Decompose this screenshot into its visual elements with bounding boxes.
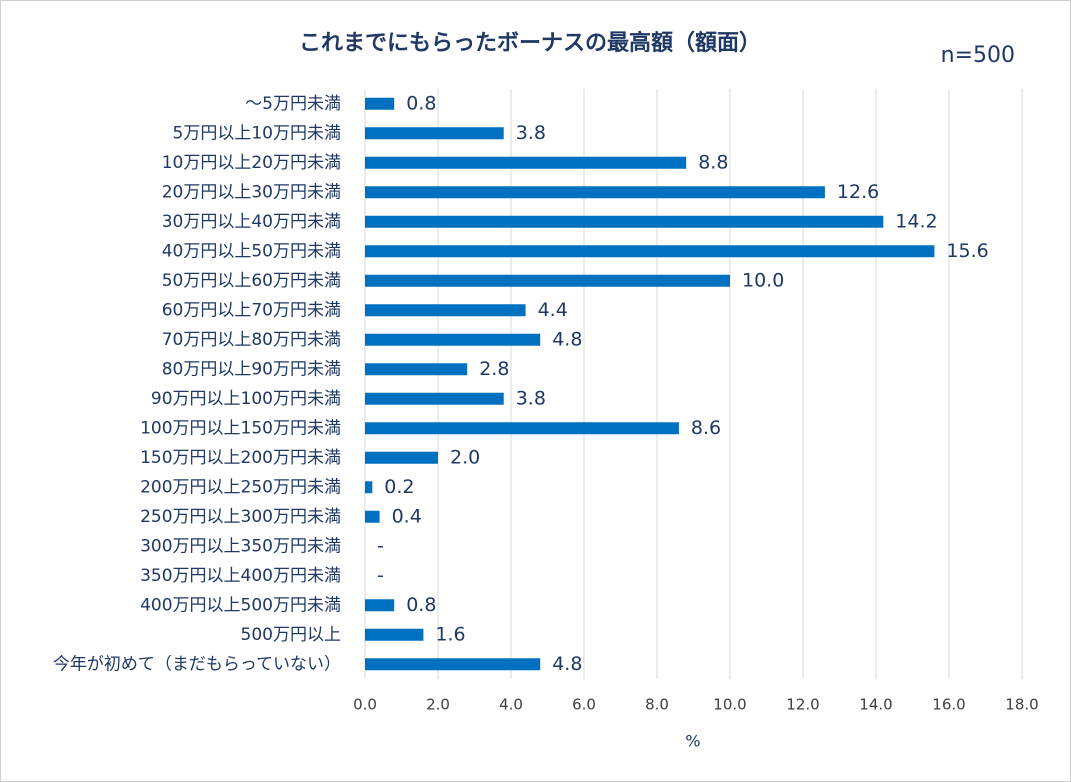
y-tick-label: ～5万円未満 <box>245 94 341 114</box>
bar <box>365 186 825 199</box>
bar <box>365 156 687 169</box>
bar <box>365 599 395 612</box>
value-label: - <box>377 564 384 586</box>
x-tick-label: 2.0 <box>426 696 450 714</box>
y-tick-label: 250万円以上300万円未満 <box>140 507 341 527</box>
y-tick-label: 60万円以上70万円未満 <box>162 300 341 320</box>
value-label: 0.8 <box>406 92 436 114</box>
x-tick-label: 18.0 <box>1005 696 1038 714</box>
chart-subtitle: n=500 <box>941 43 1015 68</box>
x-tick-label: 0.0 <box>353 696 377 714</box>
bar <box>365 658 541 671</box>
bar <box>365 422 679 435</box>
y-tick-label: 40万円以上50万円未満 <box>162 241 341 261</box>
y-tick-label: 10万円以上20万円未満 <box>162 153 341 173</box>
value-label: 10.0 <box>742 269 784 291</box>
y-tick-label: 80万円以上90万円未満 <box>162 359 341 379</box>
y-tick-label: 30万円以上40万円未満 <box>162 212 341 232</box>
bar <box>365 363 468 376</box>
y-tick-label: 今年が初めて（まだもらっていない） <box>53 654 341 674</box>
value-label: 4.8 <box>552 328 582 350</box>
bar <box>365 215 884 228</box>
bar <box>365 127 504 140</box>
x-tick-label: 16.0 <box>932 696 965 714</box>
bar <box>365 481 373 494</box>
y-tick-label: 50万円以上60万円未満 <box>162 271 341 291</box>
value-label: 3.8 <box>516 387 546 409</box>
bar <box>365 304 526 317</box>
y-tick-label: 5万円以上10万円未満 <box>173 123 341 143</box>
value-label: 2.8 <box>479 358 509 380</box>
value-label: 12.6 <box>837 181 879 203</box>
value-label: 15.6 <box>946 240 988 262</box>
x-tick-label: 8.0 <box>645 696 669 714</box>
x-tick-label: 6.0 <box>572 696 596 714</box>
y-tick-label: 70万円以上80万円未満 <box>162 330 341 350</box>
value-label: 2.0 <box>450 446 480 468</box>
bar <box>365 451 438 464</box>
value-label: 3.8 <box>516 122 546 144</box>
y-tick-label: 200万円以上250万円未満 <box>140 477 341 497</box>
value-label: 1.6 <box>435 623 465 645</box>
value-label: 14.2 <box>895 210 937 232</box>
value-label: 8.8 <box>698 151 728 173</box>
bar <box>365 392 504 405</box>
value-label: 8.6 <box>691 417 721 439</box>
y-tick-label: 300万円以上350万円未満 <box>140 536 341 556</box>
value-label: 4.4 <box>538 299 568 321</box>
y-tick-label: 500万円以上 <box>241 625 341 645</box>
chart-title: これまでにもらったボーナスの最高額（額面） <box>299 30 761 56</box>
value-label: 0.4 <box>392 505 422 527</box>
bar <box>365 274 730 287</box>
bar <box>365 97 395 110</box>
bar <box>365 245 935 258</box>
x-tick-label: 12.0 <box>786 696 819 714</box>
bar <box>365 510 380 523</box>
x-tick-label: 4.0 <box>499 696 523 714</box>
y-tick-label: 150万円以上200万円未満 <box>140 448 341 468</box>
y-tick-label: 350万円以上400万円未満 <box>140 566 341 586</box>
x-tick-label: 14.0 <box>859 696 892 714</box>
y-tick-label: 100万円以上150万円未満 <box>140 418 341 438</box>
value-label: - <box>377 535 384 557</box>
value-label: 4.8 <box>552 653 582 675</box>
x-tick-label: 10.0 <box>713 696 746 714</box>
bar <box>365 333 541 346</box>
value-label: 0.2 <box>384 476 414 498</box>
y-tick-label: 20万円以上30万円未満 <box>162 182 341 202</box>
value-label: 0.8 <box>406 594 436 616</box>
y-tick-label: 90万円以上100万円未満 <box>151 389 341 409</box>
bar <box>365 628 424 641</box>
x-axis-label: % <box>685 732 700 751</box>
y-tick-label: 400万円以上500万円未満 <box>140 595 341 615</box>
